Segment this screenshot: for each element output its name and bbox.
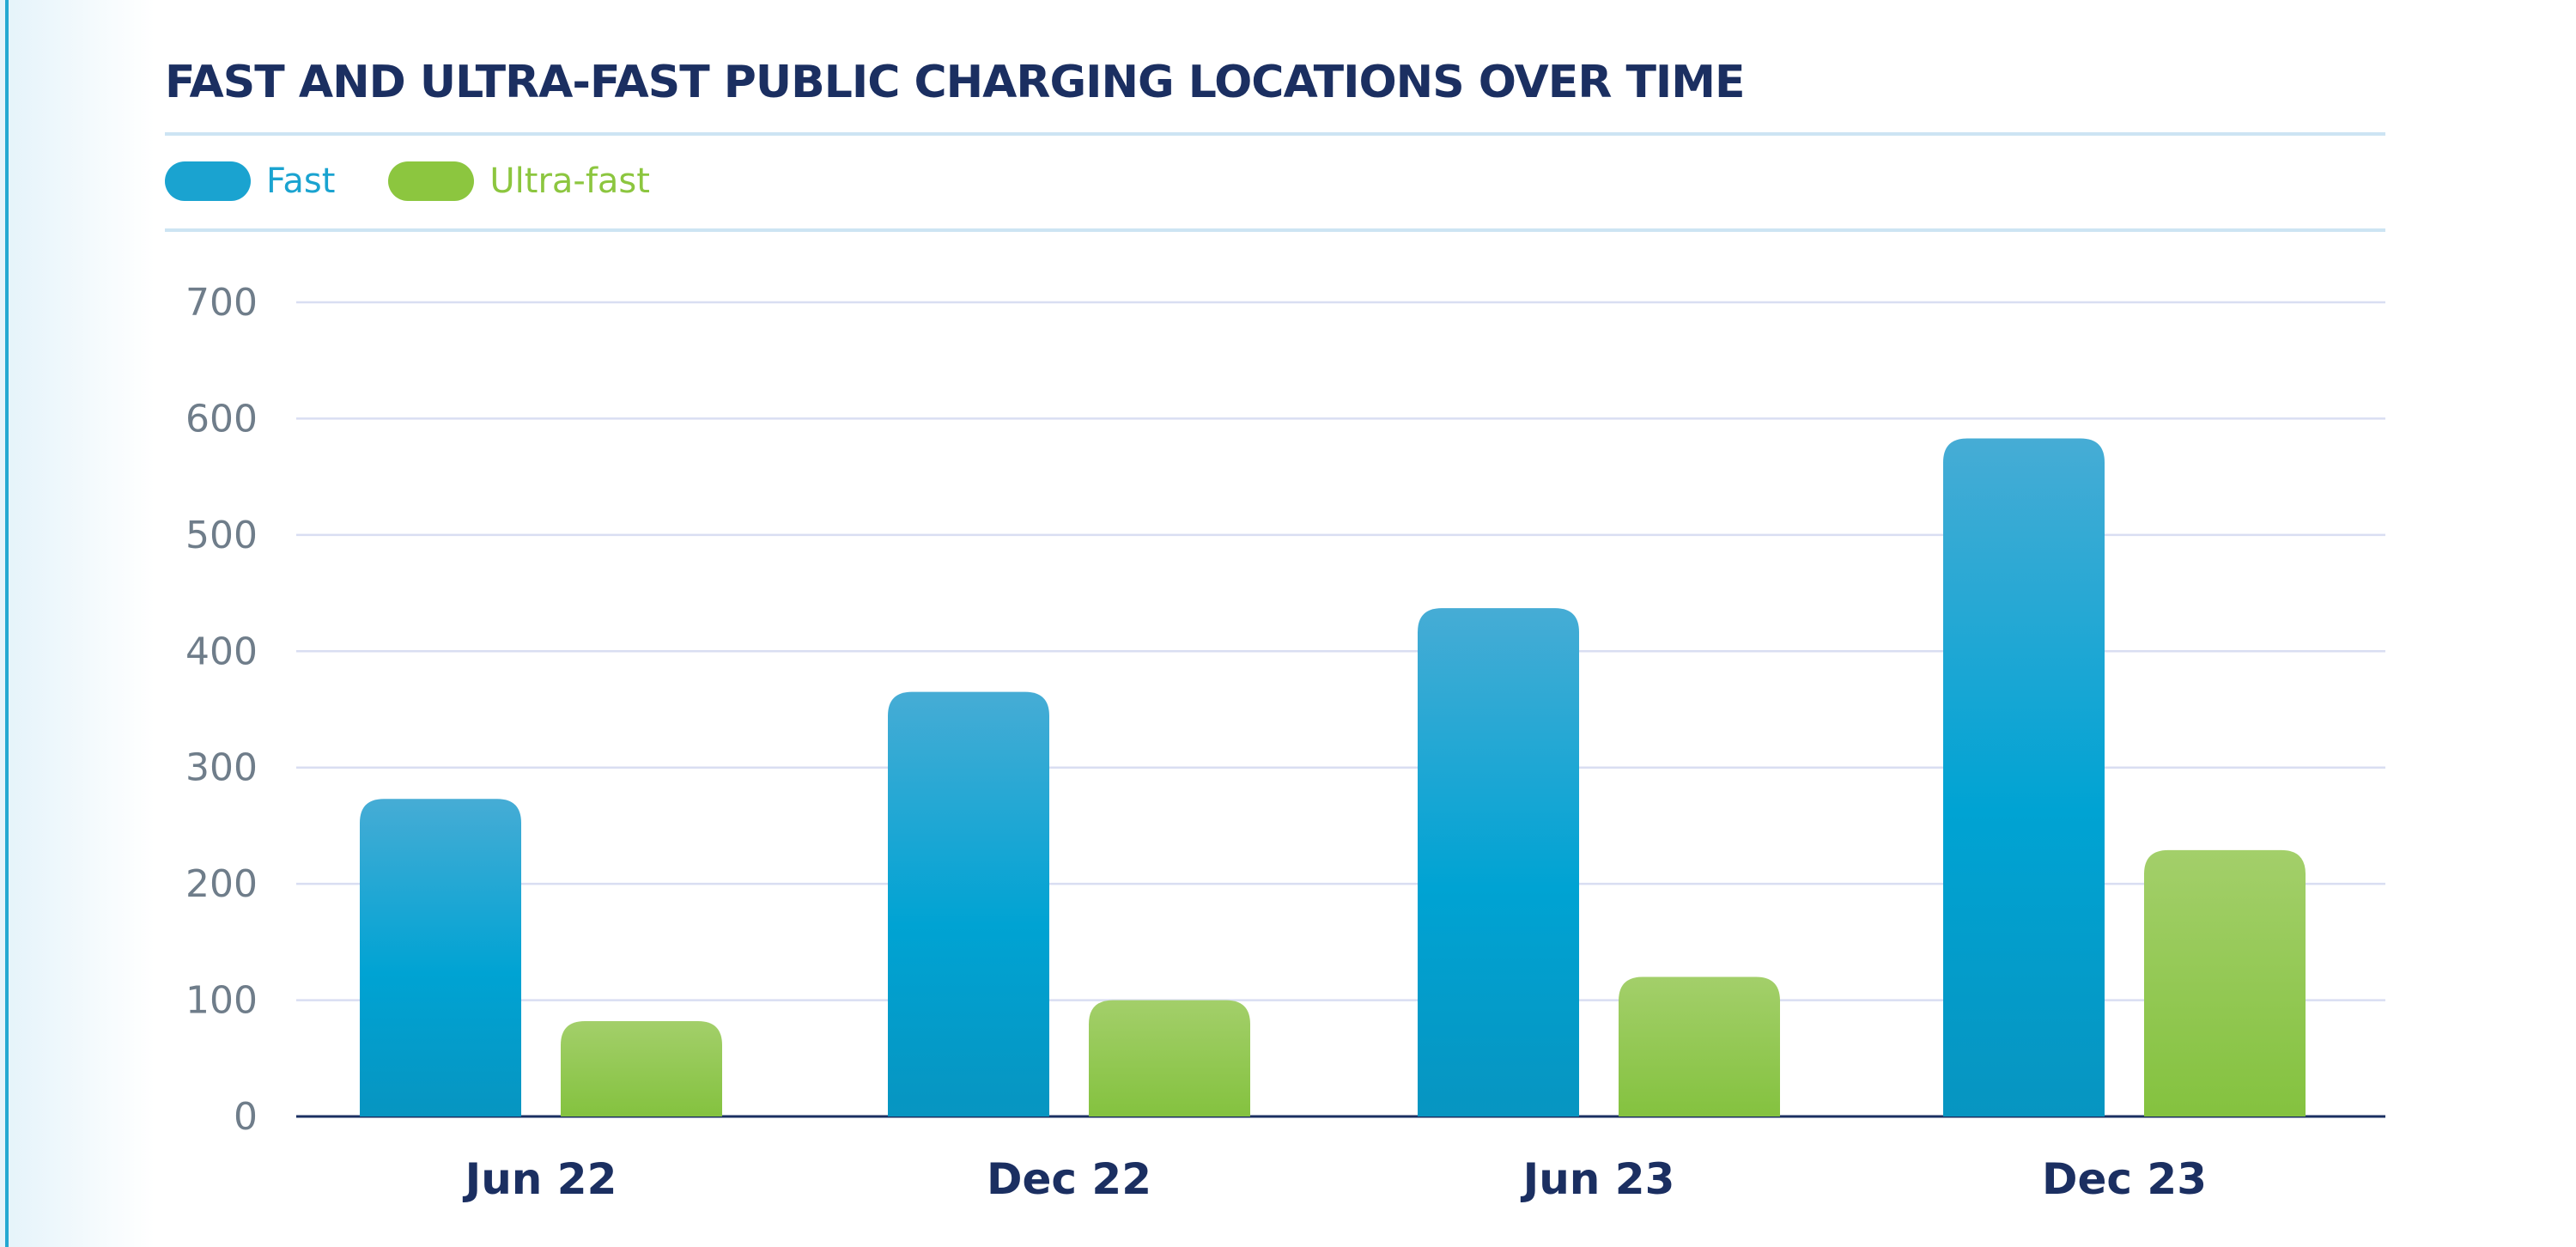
accent-rule: [5, 0, 9, 1247]
bar-fast-dec-22: [888, 691, 1049, 1116]
x-tick-label: Jun 23: [1521, 1154, 1675, 1204]
bar-fast-jun-23: [1418, 608, 1579, 1116]
legend-label-fast: Fast: [266, 161, 336, 201]
x-tick-label: Dec 22: [987, 1154, 1151, 1204]
bar-ultra-fast-dec-22: [1089, 1000, 1250, 1116]
legend-item-ultra-fast: Ultra-fast: [388, 161, 650, 201]
bars: [360, 438, 2306, 1116]
bar-ultra-fast-jun-23: [1619, 976, 1780, 1116]
bar-fast-dec-23: [1943, 438, 2105, 1116]
y-tick-label: 100: [185, 979, 258, 1023]
bar-ultra-fast-jun-22: [561, 1020, 722, 1116]
x-axis-ticks: Jun 22 Dec 22 Jun 23 Dec 23: [463, 1154, 2207, 1204]
title-divider: [165, 132, 2385, 136]
y-tick-label: 700: [185, 281, 258, 325]
y-tick-label: 300: [185, 746, 258, 790]
legend-item-fast: Fast: [165, 161, 335, 201]
bar-fast-jun-22: [360, 799, 521, 1116]
legend-label-ultra-fast: Ultra-fast: [489, 161, 650, 201]
legend-swatch-fast: [165, 161, 251, 201]
y-tick-label: 400: [185, 630, 258, 673]
legend-swatch-ultra-fast: [388, 161, 475, 201]
y-tick-label: 200: [185, 862, 258, 906]
legend-divider: [165, 228, 2385, 232]
bar-ultra-fast-dec-23: [2144, 849, 2306, 1116]
y-tick-label: 0: [234, 1095, 258, 1139]
legend: Fast Ultra-fast: [165, 160, 703, 203]
y-tick-label: 600: [185, 397, 258, 441]
x-tick-label: Jun 22: [463, 1154, 617, 1204]
x-tick-label: Dec 23: [2042, 1154, 2207, 1204]
chart-title: FAST AND ULTRA-FAST PUBLIC CHARGING LOCA…: [165, 57, 1746, 108]
y-axis-ticks: 0 100 200 300 400 500 600 700: [185, 281, 258, 1139]
y-tick-label: 500: [185, 514, 258, 557]
